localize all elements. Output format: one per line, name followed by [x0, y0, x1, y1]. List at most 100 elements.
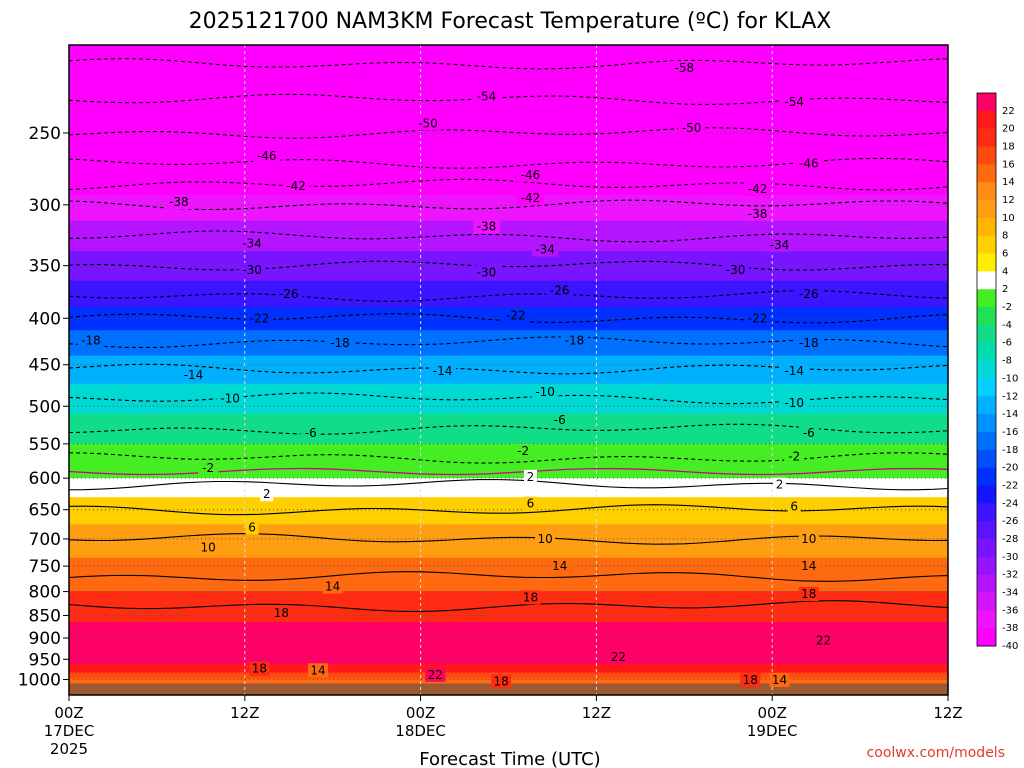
contour-label: -30 — [242, 263, 262, 277]
colorbar-swatch — [977, 503, 996, 522]
contour-label-bg — [425, 667, 446, 682]
colorbar-swatch — [977, 360, 996, 379]
temperature-band — [69, 648, 948, 666]
contour-label-bg — [560, 333, 588, 348]
colorbar-label: -14 — [1002, 409, 1018, 420]
temperature-band — [69, 194, 948, 222]
contour-label: 6 — [790, 500, 798, 514]
colorbar-swatch — [977, 93, 996, 112]
contour-label-bg — [740, 672, 761, 687]
colorbar-swatch — [977, 610, 996, 629]
contour-label-bg — [414, 116, 442, 131]
colorbar-swatch — [977, 271, 996, 290]
contour-label: 10 — [201, 540, 216, 554]
contour-label-bg — [165, 195, 193, 210]
contour-labels: -58 -54 -54 -50 -50 -46 -46 -46 -42 -42 -42 -38 -38 -… — [77, 61, 834, 689]
y-tick-label: 250 — [29, 124, 61, 144]
temperature-band — [69, 251, 948, 282]
contour-label: -6 — [803, 426, 815, 440]
colorbar-swatch — [977, 467, 996, 486]
contour-label: -46 — [799, 156, 819, 170]
colorbar-swatch — [977, 110, 996, 130]
contour-label-bg — [516, 167, 544, 182]
temperature-band — [69, 664, 948, 674]
temperature-band — [69, 622, 948, 650]
contour-label-bg — [198, 540, 219, 555]
colorbar-label: -26 — [1002, 516, 1018, 527]
colorbar-swatch — [977, 556, 996, 576]
contour-label-bg — [531, 242, 559, 257]
colorbar-label: -12 — [1002, 391, 1018, 402]
contour-label: 18 — [494, 675, 509, 689]
isotherm-contour — [68, 571, 949, 582]
colorbar-swatch — [977, 574, 996, 593]
y-tick-label: 750 — [29, 557, 61, 577]
contour-label-bg — [282, 179, 310, 194]
contour-label: -38 — [748, 207, 768, 221]
y-tick-label: 400 — [29, 309, 61, 329]
colorbar-swatch — [977, 307, 996, 326]
colorbar-swatch — [977, 128, 996, 148]
contour-label: -6 — [554, 413, 566, 427]
colorbar-label: 4 — [1002, 266, 1008, 277]
contour-label-bg — [549, 559, 570, 574]
contour-label-bg — [798, 587, 819, 602]
contour-label-bg — [549, 413, 570, 428]
colorbar-swatch — [977, 538, 996, 558]
y-tick-label: 650 — [29, 501, 61, 521]
colorbar-swatch — [977, 217, 996, 237]
colorbar-swatch — [977, 164, 996, 183]
temperature-band — [69, 383, 948, 415]
contour-label-bg — [245, 520, 259, 535]
contour-label-bg — [238, 236, 266, 251]
contour-label-bg — [798, 425, 819, 440]
y-tick-label: 850 — [29, 606, 61, 626]
colorbar-label: -2 — [1002, 302, 1012, 313]
contour-label: -18 — [565, 333, 585, 347]
contour-label-bg — [798, 559, 819, 574]
colorbar-swatch — [977, 396, 996, 415]
contour-label-bg — [245, 311, 273, 326]
contour-label: -10 — [220, 391, 240, 405]
colorbar-label: 14 — [1002, 177, 1015, 188]
contour-label-bg — [198, 461, 219, 476]
contour-label-bg — [773, 477, 787, 492]
contour-label: 18 — [274, 606, 289, 620]
x-tick-label: 00Z — [758, 704, 787, 722]
temperature-band — [69, 443, 948, 466]
contour-label-bg — [813, 633, 834, 648]
x-tick-label: 12Z — [933, 704, 962, 722]
y-tick-label: 300 — [29, 196, 61, 216]
contour-label: -34 — [535, 243, 555, 257]
x-axis-label: Forecast Time (UTC) — [419, 749, 600, 768]
contour-label: 6 — [527, 497, 535, 511]
contour-label: -2 — [202, 461, 214, 475]
contour-label: -26 — [799, 287, 819, 301]
contour-label-bg — [523, 469, 537, 484]
contour-label: -22 — [748, 311, 768, 325]
x-tick-label: 00Z — [406, 704, 435, 722]
y-tick-label: 500 — [29, 397, 61, 417]
colorbar-swatch — [977, 628, 996, 647]
contour-label-bg — [260, 487, 274, 502]
colorbar-label: 20 — [1002, 124, 1015, 135]
colorbar-label: 2 — [1002, 284, 1008, 295]
y-tick-label: 450 — [29, 356, 61, 376]
contour-label: 14 — [772, 673, 787, 687]
contour-label-bg — [473, 265, 501, 280]
y-tick-label: 1000 — [18, 671, 61, 691]
colorbar-label: 6 — [1002, 249, 1008, 260]
colorbar-swatch — [977, 253, 996, 272]
contour-label: -26 — [279, 287, 299, 301]
contour-label: 14 — [552, 559, 567, 573]
colorbar-label: -20 — [1002, 463, 1018, 474]
contour-label: -46 — [257, 149, 277, 163]
colorbar-swatch — [977, 431, 996, 451]
colorbar-swatch — [977, 592, 996, 611]
colorbar-label: -18 — [1002, 445, 1018, 456]
colorbar-label: -36 — [1002, 605, 1018, 616]
colorbar-label: -16 — [1002, 427, 1018, 438]
contour-label: 10 — [537, 532, 552, 546]
